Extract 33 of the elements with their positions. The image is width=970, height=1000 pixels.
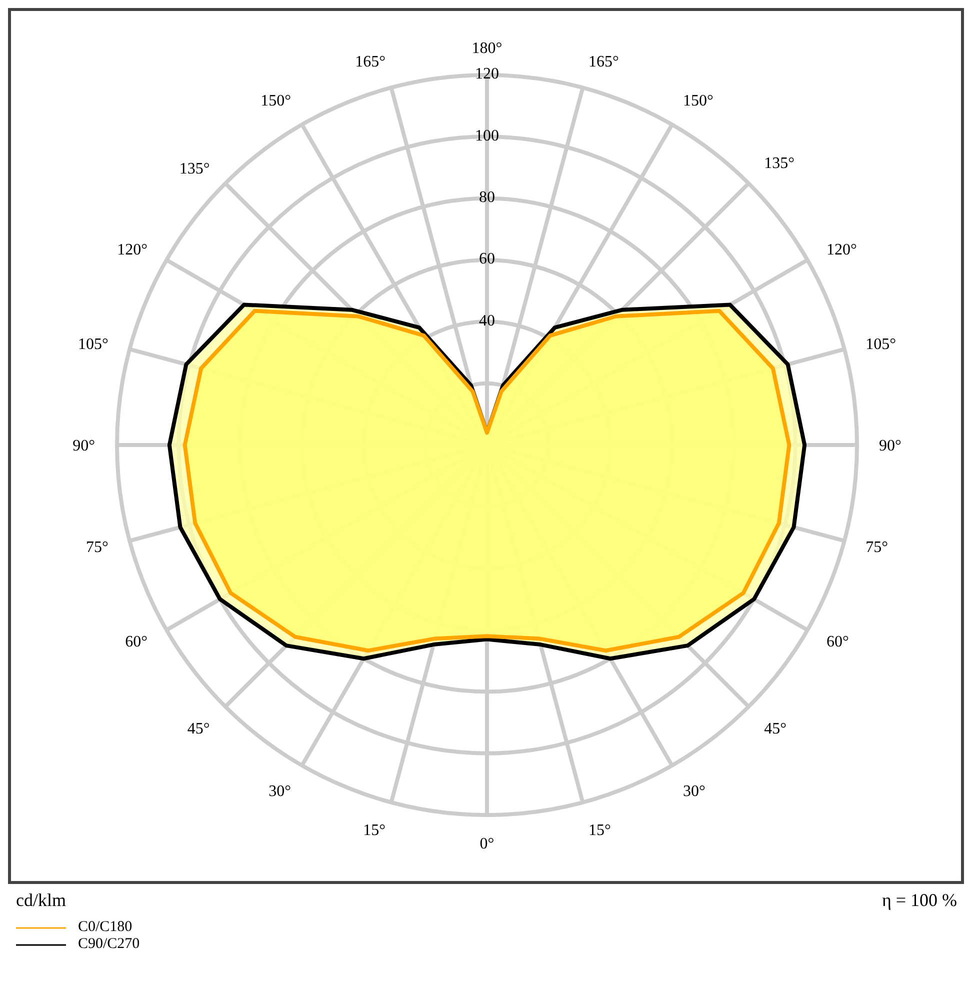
spoke-label: 15° (588, 822, 611, 840)
spoke-label: 45° (187, 720, 210, 738)
y-tick-label: 80 (479, 189, 495, 206)
spoke-label: 150° (260, 92, 291, 110)
y-tick-label: 40 (479, 312, 495, 330)
spoke-label: 75° (866, 539, 888, 556)
spoke-label: 45° (764, 720, 787, 738)
legend-label: C0/C180 (78, 919, 132, 936)
spoke-label: 120° (117, 242, 148, 259)
spoke-label: 135° (764, 154, 795, 172)
spoke-label: 60° (125, 634, 148, 651)
y-tick-label: 60 (479, 250, 495, 268)
spoke-label: 105° (866, 336, 896, 354)
spoke-label: 120° (826, 242, 857, 259)
spoke-label: 90° (879, 438, 902, 455)
spoke-label: 15° (363, 822, 386, 840)
y-tick-label: 120 (475, 66, 499, 83)
spoke-label: 0° (480, 835, 494, 852)
legend-label: C90/C270 (78, 936, 140, 953)
spoke-label: 165° (355, 53, 386, 70)
text: cd/klm (16, 890, 66, 911)
spoke-label: 90° (72, 438, 95, 455)
text: η = 100 % (882, 890, 957, 910)
spoke-label: 30° (268, 782, 291, 800)
spoke-label: 30° (683, 782, 706, 800)
y-tick-label: 100 (475, 127, 499, 144)
spoke-label: 150° (683, 92, 714, 110)
spoke-label: 165° (588, 53, 619, 70)
spoke-label: 75° (86, 539, 108, 556)
spoke-label: 60° (826, 634, 849, 651)
spoke-label: 105° (78, 336, 108, 354)
spoke-label: 135° (179, 160, 210, 178)
spoke-label: 180° (472, 40, 502, 57)
